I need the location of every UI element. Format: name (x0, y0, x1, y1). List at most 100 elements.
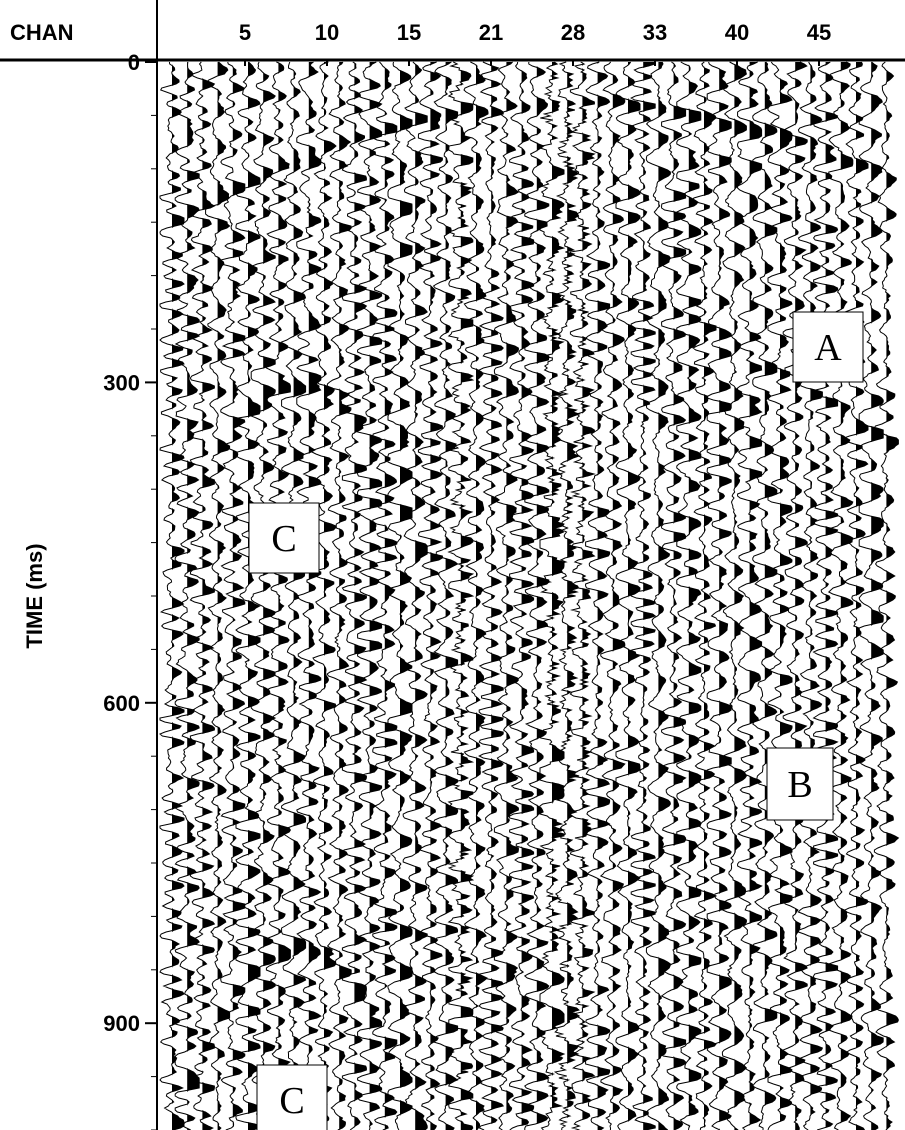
seismic-trace (767, 61, 793, 1130)
seismic-trace (159, 61, 185, 1130)
seismic-trace (752, 61, 778, 1130)
annotation-label: C (271, 518, 296, 560)
seismic-trace (235, 61, 261, 1130)
seismic-trace (615, 61, 641, 1130)
annotation-label: C (279, 1080, 304, 1122)
trace-fill (293, 62, 306, 1130)
x-tick-label: 5 (239, 20, 251, 45)
trace-fill (369, 62, 382, 1130)
seismic-trace (858, 61, 884, 1130)
seismic-trace (736, 61, 763, 1130)
seismic-trace (706, 61, 732, 1130)
seismic-trace (599, 61, 626, 1130)
trace-fill (430, 62, 443, 1130)
trace-fill (597, 62, 610, 1130)
trace-fill (886, 62, 899, 1130)
seismic-trace (265, 61, 292, 1130)
trace-fill (400, 62, 412, 1130)
trace-fill (248, 62, 260, 1130)
annotation-box (792, 311, 864, 383)
seismic-trace (463, 61, 489, 1130)
seismic-trace (523, 62, 550, 1130)
y-tick-label: 600 (103, 691, 140, 716)
trace-fill (308, 62, 321, 1130)
seismic-trace (356, 61, 383, 1130)
seismic-trace (189, 61, 216, 1130)
x-tick-label: 15 (397, 20, 421, 45)
trace-fill (734, 62, 747, 1130)
seismic-trace (797, 61, 824, 1130)
seismic-trace (326, 61, 352, 1130)
trace-fill (278, 62, 291, 1130)
trace-fill (263, 62, 276, 1130)
seismic-trace (676, 61, 702, 1130)
trace-fill (612, 62, 625, 1130)
seismic-trace (311, 61, 337, 1130)
trace-fill (354, 62, 367, 1130)
y-tick-label: 300 (103, 370, 140, 395)
trace-fill (202, 62, 215, 1130)
seismic-trace (721, 61, 748, 1130)
x-axis-label: CHAN (10, 20, 74, 45)
x-tick-label: 40 (725, 20, 749, 45)
trace-fill (172, 62, 184, 1130)
x-tick-label: 10 (315, 20, 339, 45)
trace-fill (552, 62, 564, 1130)
seismic-trace (493, 61, 520, 1130)
seismic-trace (446, 61, 475, 1130)
trace-fill (445, 62, 458, 1130)
left-band (0, 0, 157, 1130)
seismic-trace (585, 61, 611, 1130)
x-tick-label: 21 (479, 20, 503, 45)
trace-fill (795, 62, 808, 1130)
seismic-trace (387, 61, 413, 1130)
trace-fill (476, 62, 488, 1130)
trace-fill (217, 62, 230, 1130)
annotations: A B C C (248, 311, 864, 1130)
traces (159, 61, 900, 1130)
seismic-trace (417, 61, 444, 1130)
x-tick-label: 45 (807, 20, 831, 45)
seismic-trace (630, 61, 657, 1130)
seismic-trace (660, 61, 687, 1130)
annotation-box (256, 1064, 328, 1130)
seismic-trace (508, 61, 535, 1130)
seismic-trace (873, 61, 900, 1130)
seismic-trace (691, 61, 718, 1130)
seismic-trace (568, 61, 596, 1130)
seismic-trace (539, 61, 566, 1130)
trace-fill (582, 62, 595, 1130)
seismic-trace (782, 61, 808, 1130)
annotation-box (766, 747, 834, 821)
trace-fill (871, 62, 884, 1130)
seismic-trace (341, 61, 368, 1130)
seismic-trace (250, 61, 277, 1130)
annotation-box (248, 502, 320, 574)
annotation-label: A (814, 327, 842, 369)
seismic-trace (478, 61, 505, 1130)
seismic-trace (812, 61, 839, 1130)
y-axis-label: TIME (ms) (22, 543, 47, 648)
seismic-trace (174, 61, 201, 1130)
trace-fill (460, 62, 473, 1130)
trace-fill (688, 62, 701, 1130)
trace-fill (628, 62, 640, 1130)
annotation-label: B (787, 764, 812, 806)
seismic-trace (295, 61, 322, 1130)
trace-fill (856, 62, 868, 1130)
seismic-trace (432, 61, 459, 1130)
seismic-trace (220, 61, 246, 1130)
seismic-trace (371, 61, 398, 1130)
trace-fill (704, 62, 716, 1130)
x-tick-label: 28 (561, 20, 585, 45)
y-tick-label: 0 (128, 50, 140, 75)
seismic-trace (553, 61, 581, 1130)
seismic-trace (827, 61, 854, 1130)
y-tick-label: 900 (103, 1011, 140, 1036)
seismic-trace (205, 61, 231, 1130)
trace-fill (658, 62, 671, 1130)
x-tick-label: 33 (643, 20, 667, 45)
seismic-trace (645, 61, 672, 1130)
seismic-trace (843, 61, 869, 1130)
